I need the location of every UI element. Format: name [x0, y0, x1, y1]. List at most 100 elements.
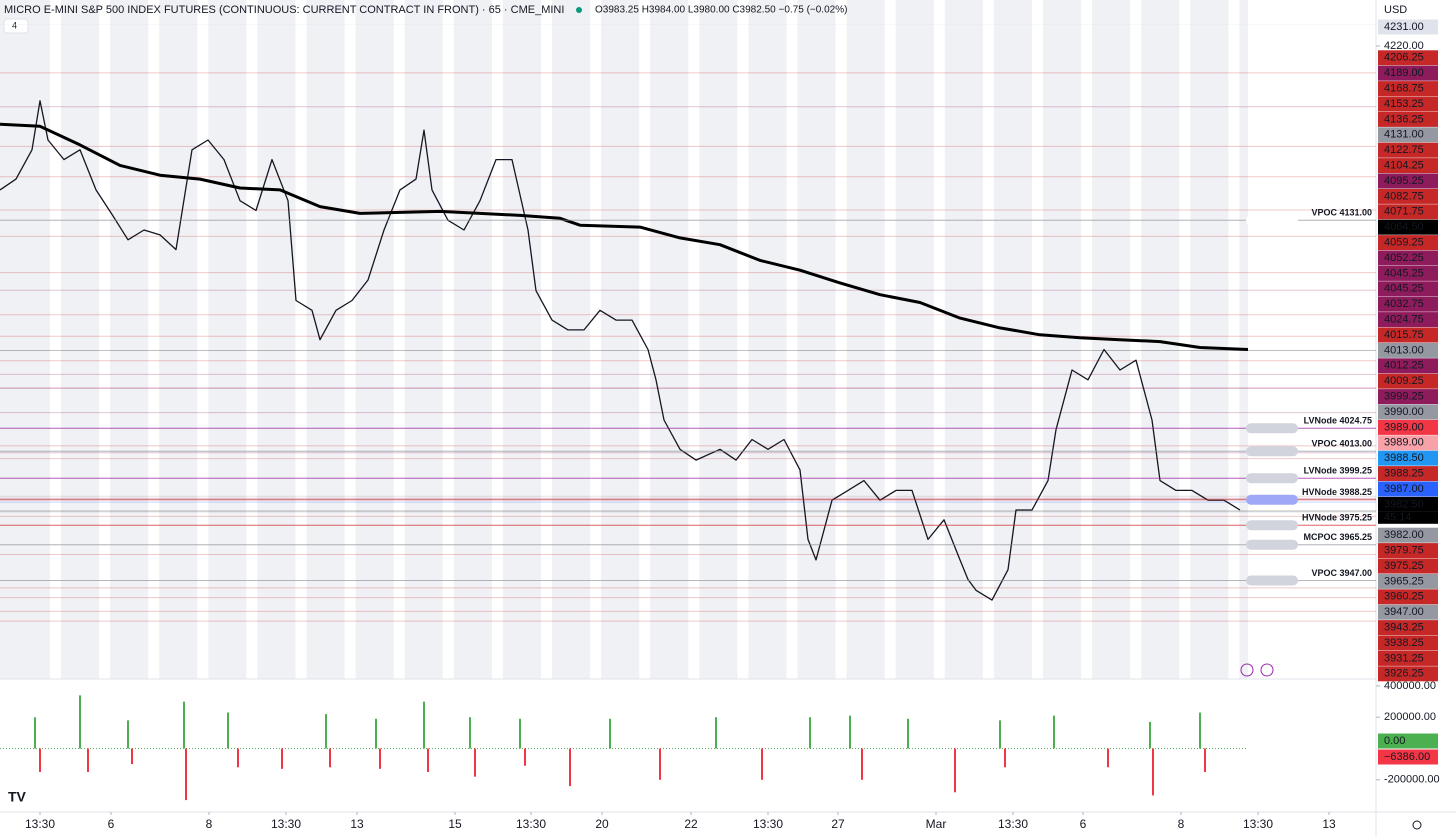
session-gap: [590, 0, 602, 679]
level-pill: [1246, 473, 1298, 484]
x-tick-label: 13:30: [271, 817, 301, 831]
price-label-bg: [1378, 389, 1438, 405]
x-tick-label: 13:30: [25, 817, 55, 831]
price-label-bg: [1378, 435, 1438, 451]
price-label-bg: [1378, 219, 1438, 235]
price-label: 4052.25: [1384, 252, 1424, 264]
delta-bar: [469, 717, 471, 749]
price-label: 3947.00: [1384, 606, 1424, 618]
session-gap: [1228, 0, 1240, 679]
collapse-button[interactable]: [3, 18, 29, 34]
price-label: 3982.00: [1384, 529, 1424, 541]
status-dot: [576, 7, 582, 13]
session-gap: [295, 0, 307, 679]
replay-icon[interactable]: [1260, 663, 1274, 677]
session-gap: [835, 0, 847, 679]
price-label: 4045.25: [1384, 267, 1424, 279]
delta-bar: [87, 748, 89, 772]
alert-icon[interactable]: [1240, 663, 1254, 677]
delta-bar: [715, 717, 717, 749]
price-label: 4059.25: [1384, 237, 1424, 249]
delta-bar: [519, 718, 521, 749]
price-line: [0, 122, 1249, 351]
delta-bar: [849, 715, 851, 749]
price-label-bg: [1378, 481, 1438, 497]
delta-bar: [34, 717, 36, 749]
level-label: VPOC 3947.00: [1311, 568, 1372, 578]
price-label: 3989.00: [1384, 421, 1424, 433]
plot-shade: [0, 0, 1248, 679]
price-label-bg: [1378, 666, 1438, 682]
collapse-count[interactable]: 4: [12, 20, 17, 30]
level-label: HVNode 3975.25: [1302, 513, 1372, 523]
price-label-bg: [1378, 296, 1438, 312]
price-label-bg: [1378, 81, 1438, 97]
price-label-bg: [1378, 250, 1438, 266]
level-pill: [1246, 215, 1298, 226]
currency[interactable]: USD: [1384, 4, 1407, 16]
x-tick-label: 13:30: [516, 817, 546, 831]
x-tick-label: 6: [108, 817, 115, 831]
x-tick-label: 15: [448, 817, 462, 831]
session-gap: [639, 0, 651, 679]
delta-bar: [329, 748, 331, 768]
x-tick-label: 27: [831, 817, 845, 831]
price-label: 4064.50: [1384, 221, 1424, 233]
price-label: 3926.25: [1384, 668, 1424, 680]
level-label: VPOC 4131.00: [1311, 208, 1372, 218]
price-label: 4024.75: [1384, 314, 1424, 326]
delta-bar: [423, 701, 425, 749]
session-shading: [0, 0, 1248, 679]
delta-bar: [524, 748, 526, 766]
price-label: 3988.25: [1384, 468, 1424, 480]
session-gap: [933, 0, 945, 679]
price-label: 4095.25: [1384, 175, 1424, 187]
price-line: [0, 100, 1241, 601]
price-label-bg: [1378, 158, 1438, 174]
x-tick-label: Mar: [926, 817, 947, 831]
delta-bar: [427, 748, 429, 772]
price-label-bg: [1378, 127, 1438, 143]
session-gap: [1179, 0, 1191, 679]
delta-bar: [281, 748, 283, 769]
price-label: 4122.75: [1384, 144, 1424, 156]
level-label: LVNode 3999.25: [1304, 466, 1372, 476]
delta-bar: [379, 748, 381, 769]
price-label-bg: [1378, 188, 1438, 204]
price-label-bg: [1378, 589, 1438, 605]
delta-bar: [1053, 715, 1055, 749]
price-label: 3988.50: [1384, 452, 1424, 464]
delta-bar: [131, 748, 133, 765]
price-label-bg: [1378, 204, 1438, 220]
level-pill: [1246, 494, 1298, 505]
delta-bar: [474, 748, 476, 777]
countdown: 45:14: [1384, 512, 1412, 524]
delta-bar: [761, 748, 763, 780]
price-label: 4071.75: [1384, 206, 1424, 218]
price-label-bg: [1378, 50, 1438, 66]
level-label: MCPOC 3965.25: [1303, 532, 1372, 542]
price-label: 4012.25: [1384, 360, 1424, 372]
delta-bar: [375, 718, 377, 749]
x-tick-label: 13: [1322, 817, 1336, 831]
session-gap: [884, 0, 896, 679]
level-pill: [1246, 446, 1298, 457]
price-label: 3999.25: [1384, 391, 1424, 403]
price-label-bg: [1378, 342, 1438, 358]
level-label: HVNode 3988.25: [1302, 487, 1372, 497]
x-tick-label: 13: [350, 817, 364, 831]
session-gap: [50, 0, 61, 679]
y-tick-label: 200000.00: [1384, 711, 1436, 723]
marker-label: −6386.00: [1384, 751, 1430, 763]
x-tick-label: 6: [1080, 817, 1087, 831]
price-label: 3931.25: [1384, 652, 1424, 664]
price-label: 4015.75: [1384, 329, 1424, 341]
delta-bar: [569, 748, 571, 787]
price-label-bg: [1378, 19, 1438, 35]
price-label-bg: [1378, 65, 1438, 81]
price-label: 4104.25: [1384, 160, 1424, 172]
settings-icon[interactable]: [1412, 820, 1422, 830]
marker-bg: [1378, 749, 1438, 765]
session-gap: [246, 0, 258, 679]
